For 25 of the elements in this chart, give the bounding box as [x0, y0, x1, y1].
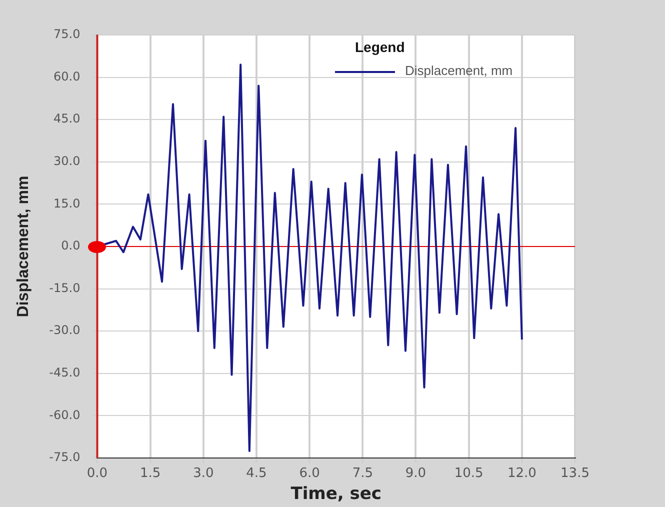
y-tick-label: 0.0	[61, 238, 80, 253]
x-tick-label: 12.0	[507, 466, 536, 482]
x-tick-label: 10.5	[454, 466, 484, 482]
y-tick-label: 75.0	[54, 27, 80, 42]
y-tick-label: 30.0	[54, 154, 80, 168]
x-tick-label: 0.0	[86, 466, 108, 482]
x-axis-title: Time, sec	[290, 484, 382, 504]
legend-title: Legend	[355, 38, 405, 55]
x-tick-label: 6.0	[299, 466, 320, 482]
legend-label: Displacement, mm	[405, 63, 513, 78]
x-tick-label: 3.0	[193, 466, 214, 482]
x-tick-label: 4.5	[246, 466, 267, 482]
y-tick-label: -60.0	[49, 408, 80, 422]
y-tick-label: -15.0	[49, 280, 80, 295]
y-tick-label: -75.0	[49, 450, 80, 464]
x-tick-label: 13.5	[560, 466, 590, 482]
y-tick-label: -45.0	[49, 366, 80, 380]
x-tick-label: 9.0	[405, 466, 426, 482]
y-tick-label: 60.0	[54, 69, 80, 84]
x-tick-label: 7.5	[352, 466, 374, 482]
y-tick-label: -30.0	[49, 323, 80, 338]
y-tick-label: 15.0	[54, 196, 80, 210]
y-tick-label: 45.0	[54, 112, 80, 126]
x-tick-label: 1.5	[140, 466, 161, 482]
y-axis-title: Displacement, mm	[15, 176, 32, 318]
